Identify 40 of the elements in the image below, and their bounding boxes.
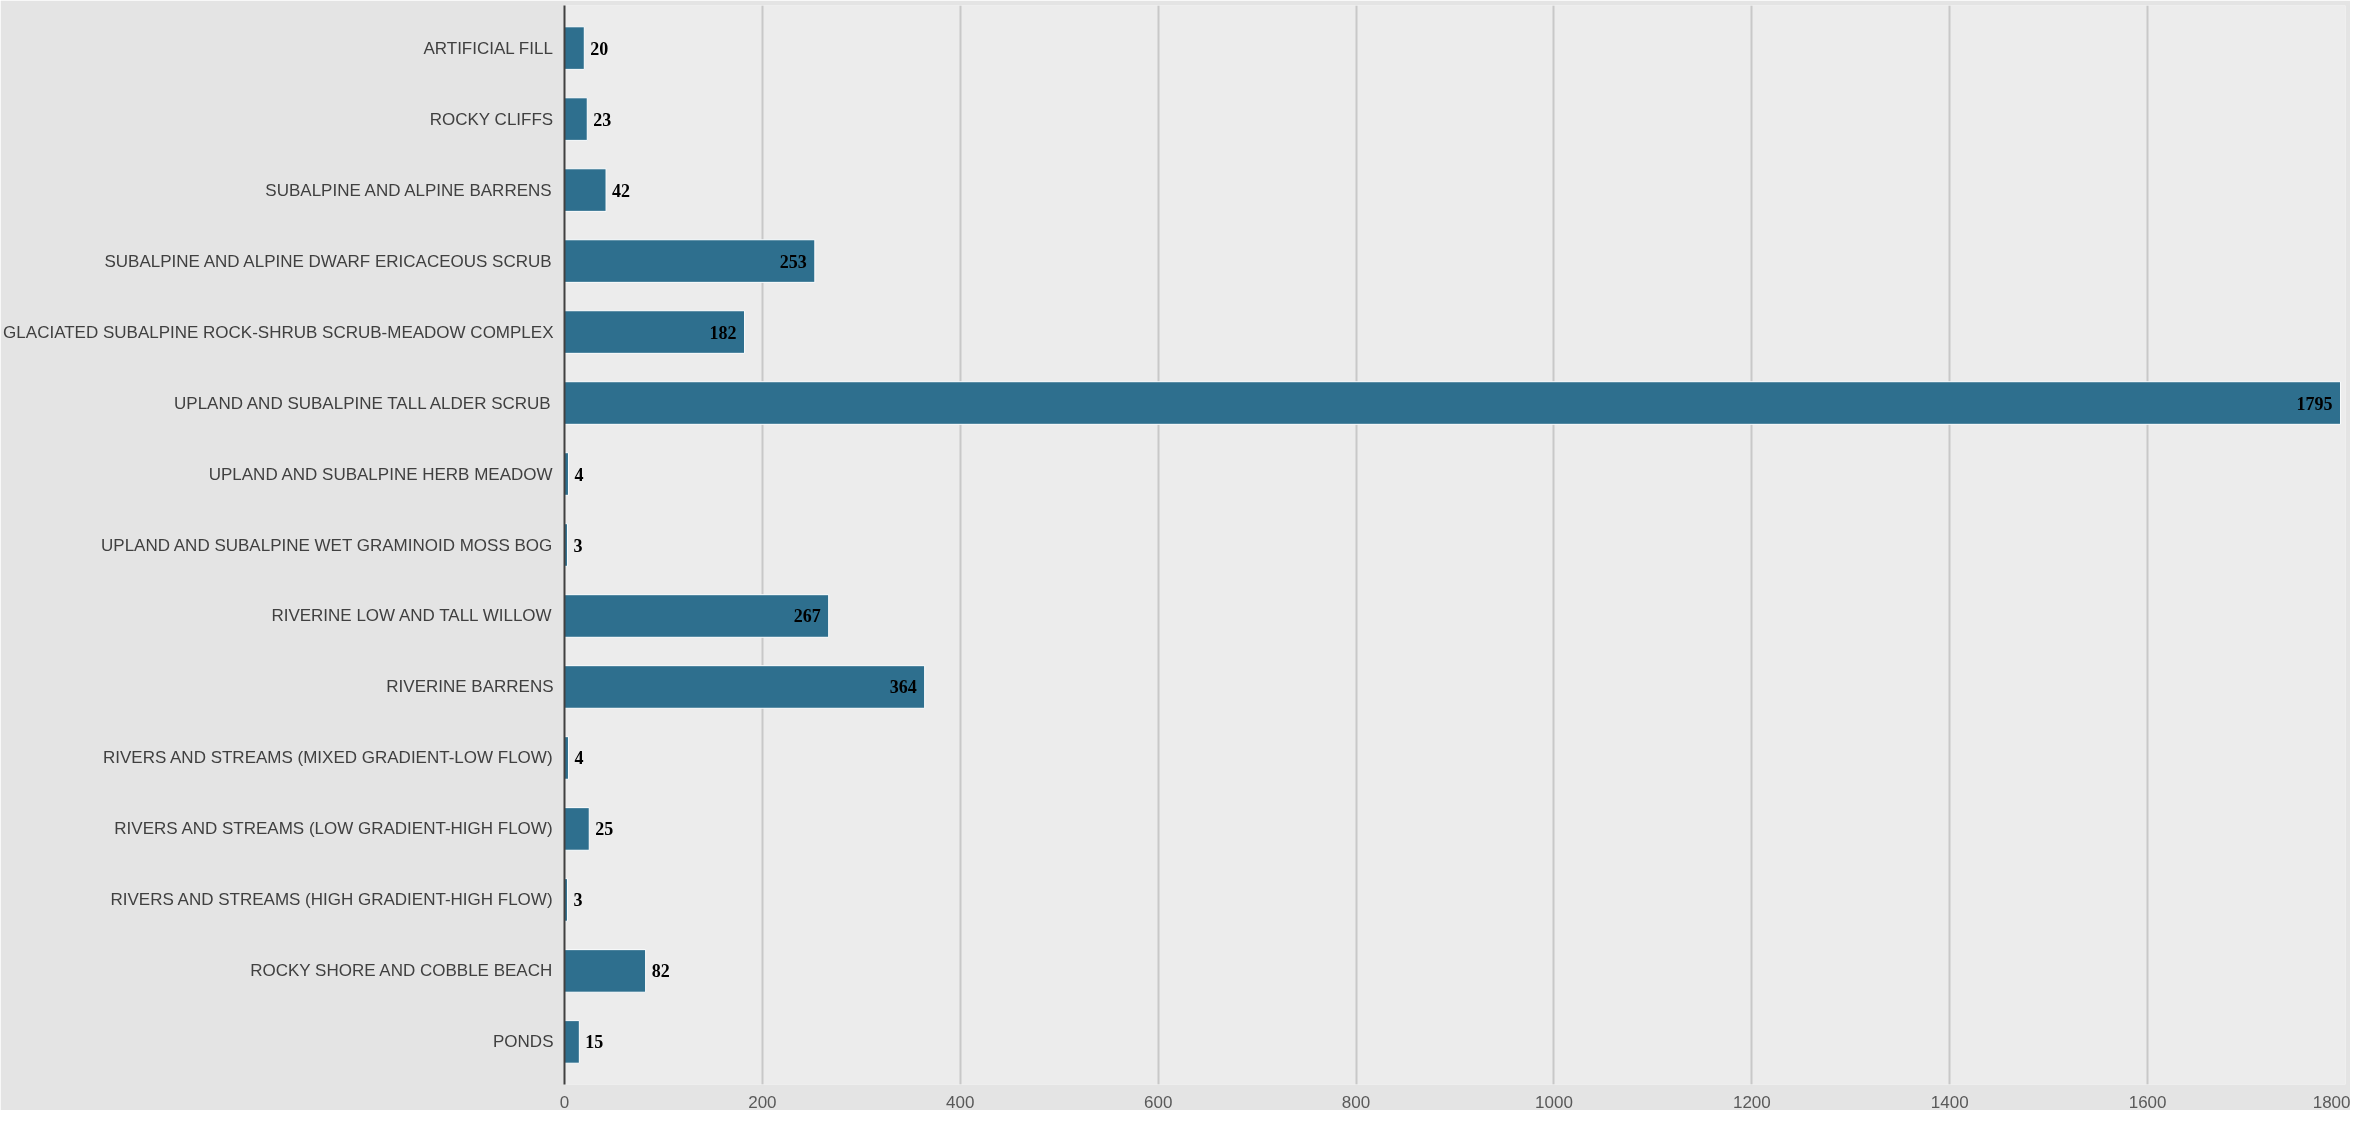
- x-tick-label: 1000: [1535, 1092, 1573, 1112]
- x-tick-label: 0: [559, 1092, 570, 1112]
- data-label: 4: [574, 748, 584, 769]
- y-tick-label: ARTIFICIAL FILL: [423, 38, 553, 58]
- y-tick-label: GLACIATED SUBALPINE ROCK-SHRUB SCRUB-MEADOW COMPLEX: [3, 322, 554, 342]
- data-label: 364: [889, 677, 917, 698]
- data-label: 23: [593, 109, 612, 130]
- data-label: 1795: [2296, 393, 2333, 414]
- data-label: 182: [709, 322, 737, 343]
- y-tick-label: SUBALPINE AND ALPINE DWARF ERICACEOUS SCRUB: [104, 251, 552, 271]
- y-tick-label: RIVERS AND STREAMS (LOW GRADIENT-HIGH FLOW): [114, 819, 553, 839]
- y-tick-label: UPLAND AND SUBALPINE WET GRAMINOID MOSS BOG: [101, 535, 553, 555]
- x-tick-label: 600: [1143, 1092, 1173, 1112]
- y-tick-label: RIVERINE BARRENS: [386, 677, 554, 697]
- data-label: 4: [574, 464, 584, 485]
- data-label: 25: [595, 819, 614, 840]
- y-tick-label: RIVERS AND STREAMS (HIGH GRADIENT-HIGH FLOW): [110, 890, 553, 910]
- y-tick-label: RIVERINE LOW AND TALL WILLOW: [271, 606, 552, 626]
- data-label: 15: [585, 1032, 604, 1053]
- y-tick-label: ROCKY SHORE AND COBBLE BEACH: [250, 961, 553, 981]
- x-tick-label: 1800: [2312, 1092, 2351, 1112]
- data-label: 82: [651, 961, 670, 982]
- x-tick-label: 1400: [1930, 1092, 1969, 1112]
- x-tick-label: 200: [748, 1092, 777, 1112]
- x-tick-label: 800: [1341, 1092, 1371, 1112]
- y-tick-label: SUBALPINE AND ALPINE BARRENS: [265, 180, 552, 200]
- y-tick-label: PONDS: [493, 1032, 554, 1052]
- y-tick-label: UPLAND AND SUBALPINE TALL ALDER SCRUB: [174, 393, 551, 413]
- x-tick-label: 400: [946, 1092, 975, 1112]
- x-tick-label: 1600: [2128, 1092, 2167, 1112]
- data-label: 3: [573, 890, 583, 911]
- data-label: 42: [612, 180, 631, 201]
- data-label: 267: [793, 606, 821, 627]
- x-tick-label: 1200: [1732, 1092, 1771, 1112]
- data-label: 3: [573, 535, 583, 556]
- data-label: 20: [590, 38, 609, 59]
- data-label: 253: [779, 251, 807, 272]
- y-tick-label: ROCKY CLIFFS: [429, 109, 554, 129]
- y-tick-label: RIVERS AND STREAMS (MIXED GRADIENT-LOW FLOW): [102, 748, 553, 768]
- y-tick-label: UPLAND AND SUBALPINE HERB MEADOW: [208, 464, 553, 484]
